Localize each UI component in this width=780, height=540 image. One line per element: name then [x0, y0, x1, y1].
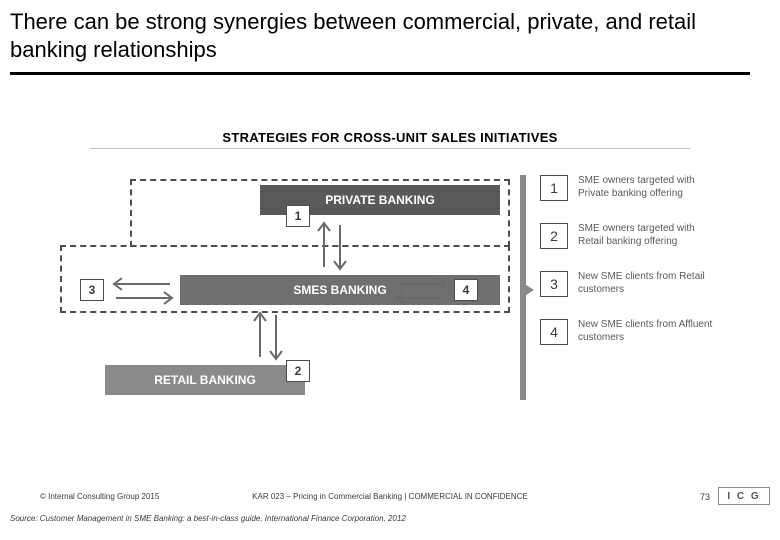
page-title: There can be strong synergies between co… [10, 8, 750, 63]
legend-number: 1 [540, 175, 568, 201]
diagram-number-1: 1 [286, 205, 310, 227]
legend-text: New SME clients from Affluent customers [578, 319, 720, 344]
band-smes-banking: SMES BANKING [180, 275, 500, 305]
footer-page-number: 73 [700, 492, 710, 502]
strategy-diagram: PRIVATE BANKING SMES BANKING RETAIL BANK… [60, 175, 720, 435]
legend-row: 1 SME owners targeted with Private banki… [540, 175, 720, 201]
legend-number: 2 [540, 223, 568, 249]
legend-row: 3 New SME clients from Retail customers [540, 271, 720, 297]
vertical-divider [520, 175, 526, 400]
legend-row: 4 New SME clients from Affluent customer… [540, 319, 720, 345]
legend-row: 2 SME owners targeted with Retail bankin… [540, 223, 720, 249]
legend-number: 4 [540, 319, 568, 345]
legend-text: New SME clients from Retail customers [578, 271, 720, 296]
footer-source: Source: Customer Management in SME Banki… [10, 514, 406, 523]
legend-text: SME owners targeted with Private banking… [578, 175, 720, 200]
arrow-pair-1 [312, 217, 352, 275]
footer-logo: I C G [718, 487, 770, 505]
legend-number: 3 [540, 271, 568, 297]
diagram-number-3: 3 [80, 279, 104, 301]
diagram-number-4: 4 [454, 279, 478, 301]
band-retail-banking: RETAIL BANKING [105, 365, 305, 395]
subtitle-rule [90, 148, 690, 149]
legend: 1 SME owners targeted with Private banki… [540, 175, 720, 367]
title-underline [10, 72, 750, 75]
arrow-pair-2 [248, 307, 288, 365]
section-subtitle: STRATEGIES FOR CROSS-UNIT SALES INITIATI… [0, 130, 780, 145]
legend-text: SME owners targeted with Retail banking … [578, 223, 720, 248]
arrow-pair-3 [108, 271, 178, 311]
footer-center-text: KAR 023 – Pricing in Commercial Banking … [0, 492, 780, 501]
diagram-number-2: 2 [286, 360, 310, 382]
arrow-pair-4 [392, 271, 452, 311]
